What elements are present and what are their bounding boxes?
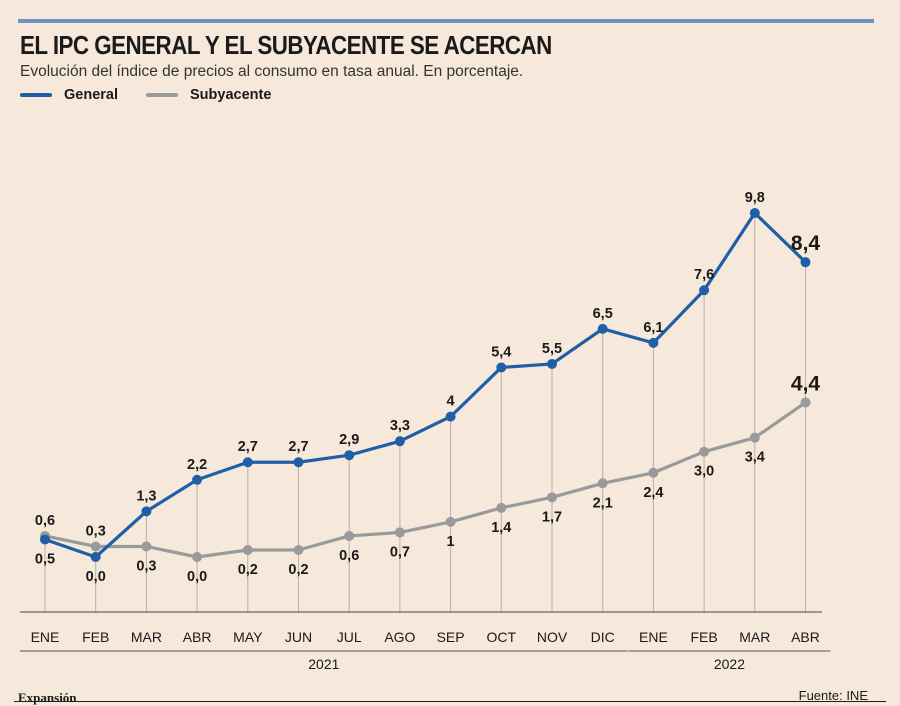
- subyacente-data-label: 3,4: [745, 450, 765, 466]
- general-data-label: 9,8: [745, 190, 765, 206]
- general-point: [597, 323, 608, 334]
- general-point: [699, 285, 710, 296]
- x-tick-label: MAY: [233, 629, 263, 645]
- x-tick-label: JUN: [285, 629, 312, 645]
- x-tick-label: MAR: [739, 629, 770, 645]
- x-tick-label: ENE: [31, 629, 60, 645]
- general-point: [293, 457, 304, 468]
- legend-item-general: General: [20, 87, 118, 103]
- general-point: [192, 474, 203, 485]
- general-point: [800, 257, 811, 268]
- general-data-label: 0,5: [35, 551, 55, 567]
- x-tick-label: DIC: [591, 629, 615, 645]
- general-data-label: 1,3: [136, 488, 156, 504]
- legend-item-subyacente: Subyacente: [146, 87, 271, 103]
- subyacente-point: [496, 502, 507, 513]
- general-line: [43, 211, 808, 559]
- subyacente-data-label: 4,4: [791, 373, 821, 396]
- year-label: 2022: [714, 656, 745, 672]
- legend-swatch-subyacente: [146, 93, 178, 97]
- chart-subtitle: Evolución del índice de precios al consu…: [20, 63, 524, 80]
- brand-logo: Expansión: [18, 690, 77, 705]
- subyacente-data-label: 1,7: [542, 509, 562, 525]
- general-point: [90, 552, 101, 562]
- general-data-label: 5,5: [542, 341, 562, 357]
- general-point: [648, 337, 659, 348]
- subyacente-data-label: 2,4: [643, 485, 663, 501]
- subyacente-data-label: 0,7: [390, 544, 410, 560]
- year-label: 2021: [308, 656, 339, 672]
- subyacente-data-label: 0,2: [288, 562, 308, 578]
- x-tick-label: FEB: [690, 629, 717, 645]
- legend-label-subyacente: Subyacente: [190, 87, 272, 103]
- legend-swatch-general: [20, 93, 52, 97]
- x-tick-label: AGO: [384, 629, 415, 645]
- general-point: [40, 534, 50, 545]
- subyacente-point: [90, 541, 101, 552]
- general-point: [141, 506, 152, 517]
- x-tick-label: FEB: [82, 629, 109, 645]
- general-point: [749, 208, 760, 219]
- x-tick-label: SEP: [437, 629, 465, 645]
- x-tick-label: NOV: [537, 629, 568, 645]
- general-point: [445, 411, 456, 422]
- general-point: [496, 362, 507, 373]
- subyacente-point: [547, 492, 557, 503]
- x-tick-label: JUL: [337, 629, 362, 645]
- subyacente-data-label: 0,0: [187, 569, 207, 585]
- subyacente-point: [344, 530, 355, 541]
- subyacente-point: [293, 544, 304, 555]
- subyacente-point: [597, 478, 608, 489]
- subyacente-line: [43, 400, 808, 559]
- general-data-label: 6,1: [643, 320, 663, 336]
- subyacente-data-label: 1,4: [491, 520, 511, 536]
- general-point: [344, 450, 355, 461]
- general-data-label: 2,7: [288, 439, 308, 455]
- general-data-label: 0,0: [86, 569, 106, 585]
- general-data-label: 2,7: [238, 439, 258, 455]
- subyacente-data-label: 3,0: [694, 464, 714, 480]
- source-note: Fuente: INE: [798, 688, 868, 703]
- legend: General Subyacente: [20, 85, 299, 105]
- x-tick-label: ABR: [791, 629, 820, 645]
- general-point: [242, 457, 253, 468]
- x-tick-label: ENE: [639, 629, 668, 645]
- general-data-label: 8,4: [791, 232, 821, 255]
- subyacente-data-label: 0,6: [339, 548, 359, 564]
- x-tick-label: MAR: [131, 629, 162, 645]
- general-point: [547, 358, 557, 369]
- subyacente-point: [192, 552, 203, 562]
- subyacente-data-label: 2,1: [593, 495, 613, 511]
- subyacente-point: [699, 446, 710, 457]
- legend-label-general: General: [64, 87, 118, 103]
- subyacente-point: [445, 516, 456, 527]
- chart-title: EL IPC GENERAL Y EL SUBYACENTE SE ACERCA…: [20, 30, 552, 60]
- general-data-label: 5,4: [491, 344, 511, 360]
- general-data-label: 4: [447, 394, 455, 410]
- general-data-label: 2,2: [187, 457, 207, 473]
- x-tick-label: OCT: [487, 629, 517, 645]
- general-data-label: 2,9: [339, 432, 359, 448]
- subyacente-point: [242, 544, 253, 555]
- subyacente-point: [749, 432, 760, 443]
- subyacente-point: [394, 527, 405, 538]
- subyacente-data-label: 0,3: [136, 558, 156, 574]
- general-data-label: 6,5: [593, 306, 613, 322]
- general-data-label: 3,3: [390, 418, 410, 434]
- general-point: [394, 436, 405, 447]
- subyacente-data-label: 0,3: [86, 523, 106, 539]
- top-rule: [18, 19, 874, 23]
- subyacente-point: [141, 541, 152, 552]
- subyacente-point: [648, 467, 659, 478]
- general-data-label: 7,6: [694, 267, 714, 283]
- x-tick-label: ABR: [183, 629, 212, 645]
- subyacente-point: [800, 397, 811, 408]
- subyacente-data-label: 0,2: [238, 562, 258, 578]
- subyacente-data-label: 1: [447, 534, 455, 550]
- subyacente-data-label: 0,6: [35, 513, 55, 529]
- footer-rule: [14, 701, 886, 702]
